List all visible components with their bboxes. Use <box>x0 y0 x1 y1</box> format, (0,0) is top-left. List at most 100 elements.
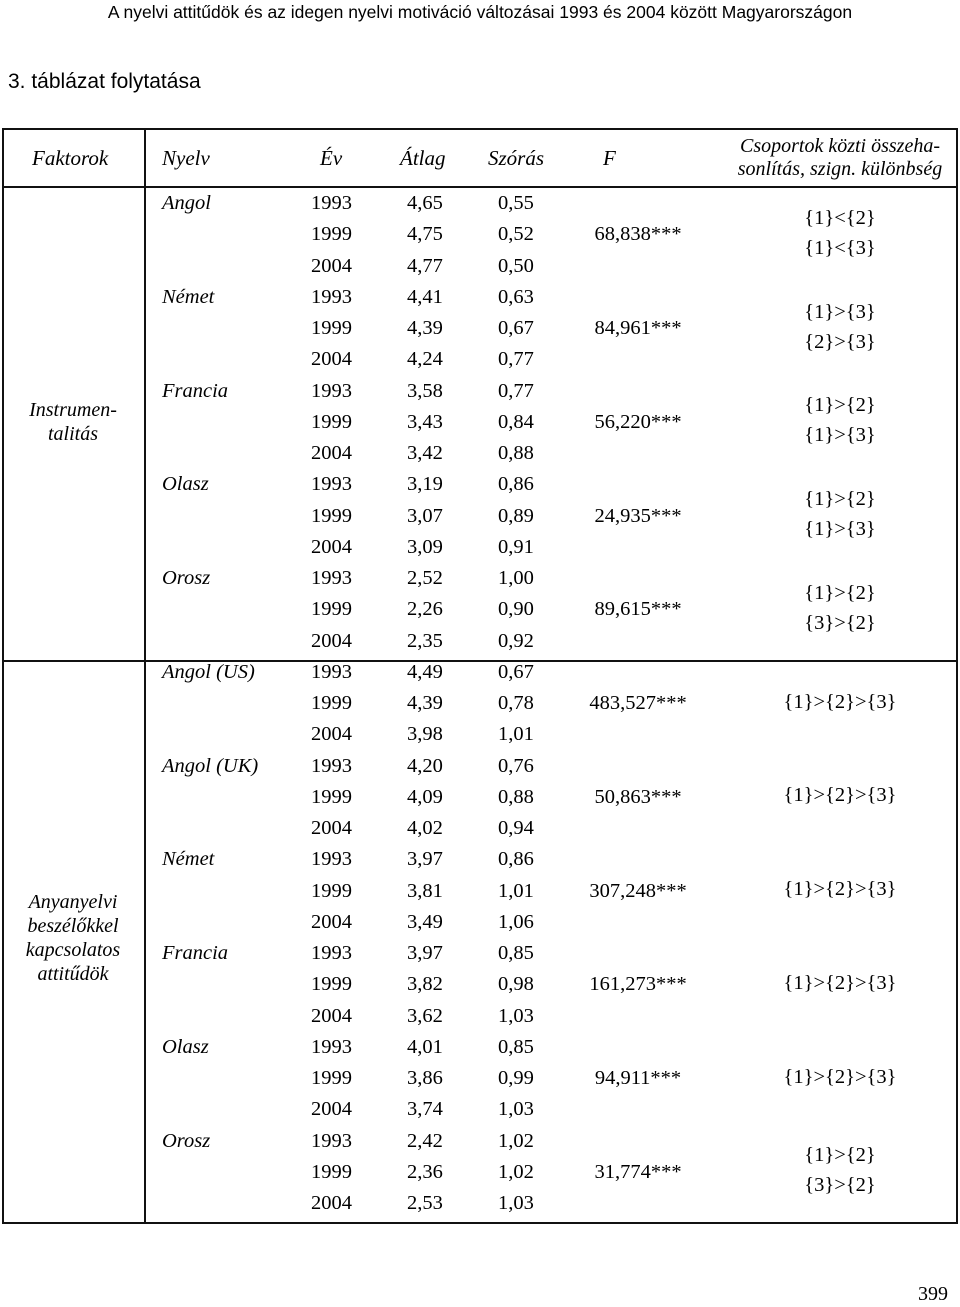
cell-sd: 0,88 <box>498 785 534 808</box>
comparison-line: {1}>{3} <box>804 300 876 323</box>
cell-mean: 4,77 <box>407 254 443 277</box>
cell-mean: 3,19 <box>407 473 443 496</box>
cell-sd: 1,06 <box>498 910 534 933</box>
table-row: 1999 4,75 0,52 <box>0 219 960 250</box>
cell-sd: 0,55 <box>498 192 534 214</box>
cell-language: Angol <box>162 192 211 214</box>
cell-mean: 4,39 <box>407 317 443 339</box>
cell-comparison: {1}>{2} {1}>{3} <box>722 484 958 544</box>
table-row: Olasz 1993 4,01 0,85 <box>0 1032 960 1063</box>
cell-sd: 0,88 <box>498 442 534 464</box>
cell-sd: 0,94 <box>498 817 534 839</box>
cell-language: Francia <box>162 379 229 402</box>
comparison-line: {1}>{2} <box>804 488 876 511</box>
cell-sd: 0,67 <box>498 660 534 683</box>
cell-year: 2004 <box>311 1004 352 1027</box>
table-row: 2004 3,74 1,03 <box>0 1094 960 1125</box>
rule-bottom <box>2 1222 958 1224</box>
cell-year: 1999 <box>311 504 352 527</box>
cell-year: 2004 <box>311 817 352 839</box>
cell-f-value: 483,527*** <box>589 692 687 714</box>
cell-mean: 4,65 <box>407 192 443 214</box>
cell-mean: 3,07 <box>407 504 443 527</box>
table-row: 1999 3,43 0,84 <box>0 407 960 438</box>
header-csoportok: Csoportok közti összeha- sonlítás, szign… <box>722 135 958 181</box>
cell-mean: 3,62 <box>407 1004 443 1027</box>
cell-year: 1993 <box>311 473 352 496</box>
comparison-line: {3}>{2} <box>804 611 876 634</box>
cell-year: 2004 <box>311 723 352 746</box>
cell-year: 1999 <box>311 1067 352 1089</box>
cell-sd: 0,99 <box>498 1067 534 1089</box>
cell-sd: 0,78 <box>498 692 534 714</box>
cell-year: 2004 <box>311 348 352 371</box>
table-row: 2004 3,42 0,88 <box>0 438 960 469</box>
cell-f-value: 68,838*** <box>594 223 682 246</box>
cell-sd: 1,03 <box>498 1004 534 1027</box>
cell-mean: 4,01 <box>407 1035 443 1058</box>
cell-year: 1993 <box>311 379 352 402</box>
rule-factor-divider <box>2 660 958 662</box>
cell-sd: 1,02 <box>498 1160 534 1183</box>
factor-label-line: attitűdök <box>37 963 109 985</box>
header-atlag: Átlag <box>400 146 446 170</box>
table-row: 1999 4,39 0,78 <box>0 688 960 719</box>
cell-sd: 0,84 <box>498 410 534 433</box>
rule-factor-column <box>144 128 146 1224</box>
cell-mean: 3,97 <box>407 942 443 964</box>
comparison-line: {1}>{2}>{3} <box>783 971 897 994</box>
cell-sd: 1,01 <box>498 723 534 746</box>
cell-sd: 0,67 <box>498 317 534 339</box>
comparison-line: {1}>{2}>{3} <box>783 1065 897 1088</box>
cell-sd: 1,03 <box>498 1098 534 1121</box>
table-row: 1999 3,81 1,01 <box>0 876 960 907</box>
cell-year: 1999 <box>311 973 352 996</box>
cell-mean: 2,53 <box>407 1192 443 1214</box>
table-row: 2004 3,49 1,06 <box>0 907 960 938</box>
cell-sd: 1,00 <box>498 567 534 589</box>
comparison-line: {1}>{2} <box>804 581 876 604</box>
cell-mean: 3,49 <box>407 910 443 933</box>
cell-mean: 3,97 <box>407 848 443 871</box>
cell-year: 2004 <box>311 535 352 558</box>
cell-year: 1993 <box>311 567 352 589</box>
comparison-line: {1}>{2} <box>804 394 876 417</box>
header-f: F <box>603 146 616 170</box>
cell-sd: 0,91 <box>498 535 534 558</box>
cell-sd: 1,01 <box>498 879 534 902</box>
cell-comparison: {1}>{2}>{3} <box>722 968 958 998</box>
cell-comparison: {1}<{2} {1}<{3} <box>722 203 958 263</box>
table-row: 1999 2,36 1,02 <box>0 1157 960 1188</box>
cell-mean: 2,52 <box>407 567 443 589</box>
factor-label-line: talitás <box>47 423 98 446</box>
cell-f-value: 24,935*** <box>594 504 682 527</box>
cell-mean: 4,02 <box>407 817 443 839</box>
rule-header <box>2 186 958 188</box>
cell-f-value: 161,273*** <box>589 973 687 996</box>
table-row: 2004 4,02 0,94 <box>0 813 960 844</box>
table-row: 2004 4,77 0,50 <box>0 251 960 282</box>
cell-year: 1993 <box>311 754 352 777</box>
cell-mean: 3,09 <box>407 535 443 558</box>
header-szoras: Szórás <box>488 146 545 170</box>
table-row: 1999 4,39 0,67 <box>0 313 960 344</box>
comparison-line: {3}>{2} <box>804 1174 876 1197</box>
cell-year: 1999 <box>311 223 352 246</box>
cell-year: 2004 <box>311 442 352 464</box>
cell-mean: 4,75 <box>407 223 443 246</box>
cell-comparison: {1}>{2}>{3} <box>722 687 958 717</box>
table-row: Angol (US) 1993 4,49 0,67 <box>0 657 960 688</box>
factor-label-line: beszélőkkel <box>27 915 119 937</box>
table-row: 2004 3,09 0,91 <box>0 532 960 563</box>
cell-year: 1993 <box>311 285 352 308</box>
cell-mean: 2,26 <box>407 598 443 621</box>
cell-mean: 4,49 <box>407 660 443 683</box>
cell-language: Orosz <box>162 1129 211 1152</box>
cell-mean: 3,81 <box>407 879 443 902</box>
factor-label: Instrumen-talitás <box>2 398 144 446</box>
cell-mean: 3,82 <box>407 973 443 996</box>
cell-f-value: 89,615*** <box>594 598 682 621</box>
cell-sd: 0,76 <box>498 754 534 777</box>
table-row: 2004 3,62 1,03 <box>0 1001 960 1032</box>
cell-f-value: 84,961*** <box>594 317 682 339</box>
